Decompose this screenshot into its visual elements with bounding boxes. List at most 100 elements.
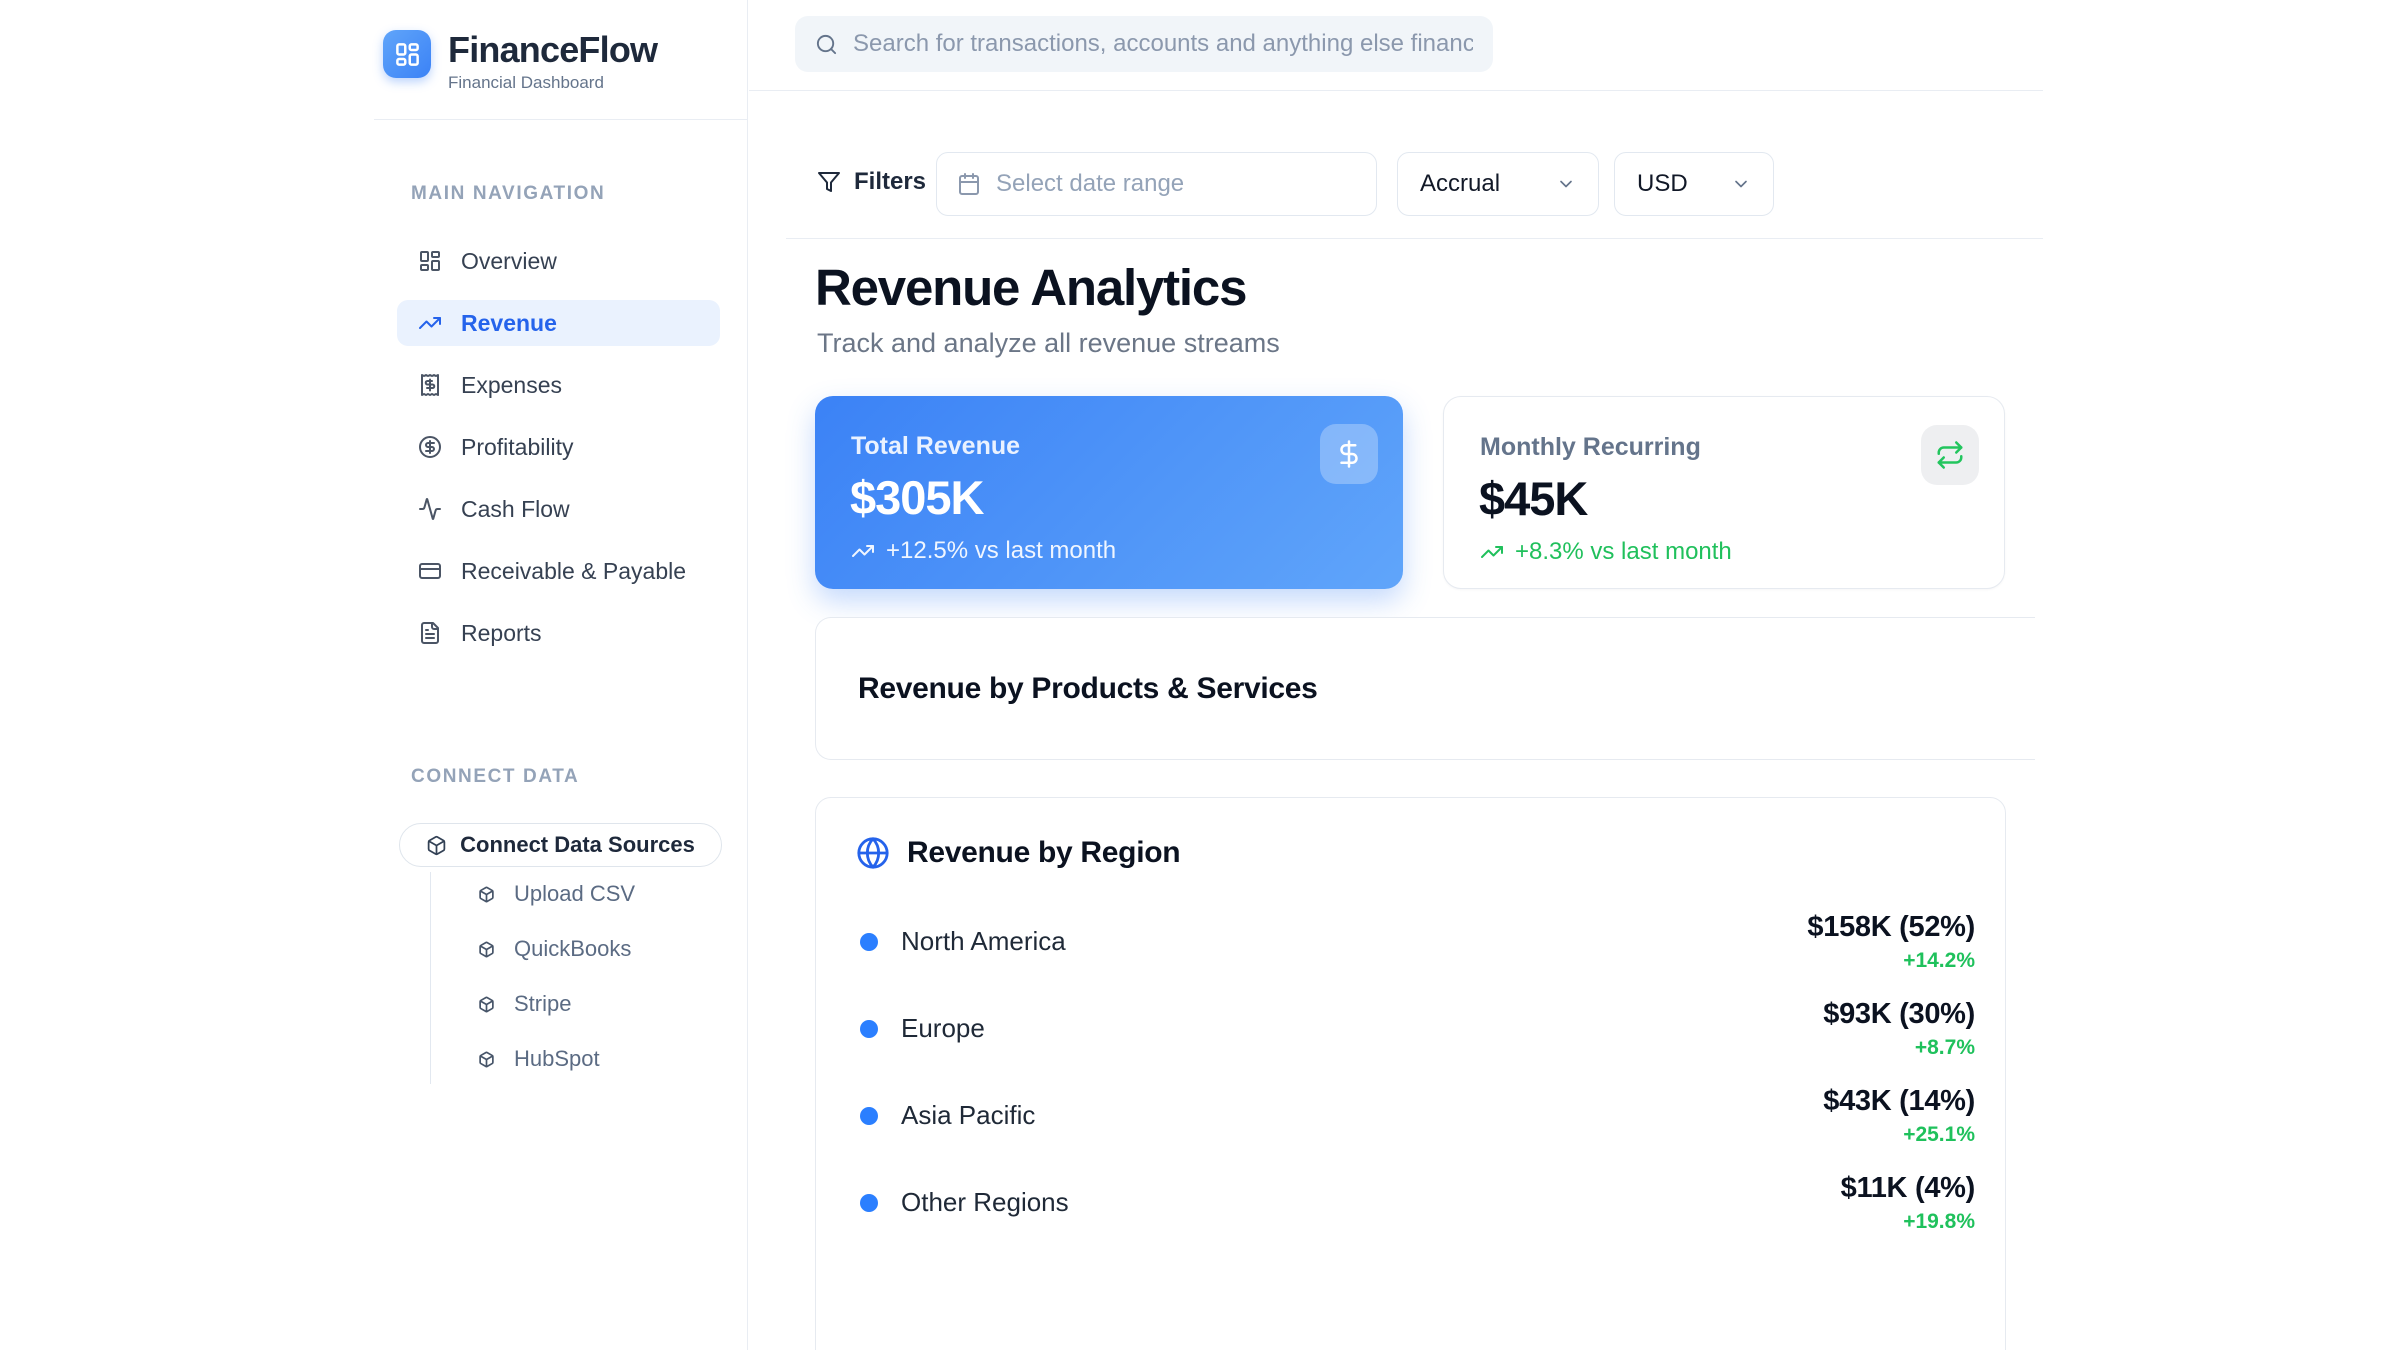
search-input[interactable] [853, 30, 1473, 58]
filters-toggle[interactable]: Filters [817, 168, 926, 196]
region-row-left: Asia Pacific [860, 1100, 1035, 1131]
revenue-by-region-card: Revenue by Region North America $158K (5… [815, 797, 2006, 1350]
region-row-right: $93K (30%) +8.7% [1823, 998, 1975, 1060]
sidebar-item-label: Reports [461, 619, 542, 646]
connect-section-label: CONNECT DATA [411, 766, 580, 787]
layout-dashboard-icon [395, 42, 419, 66]
brand-tagline: Financial Dashboard [448, 72, 604, 92]
metric-label: Total Revenue [851, 432, 1021, 460]
dollar-sign-icon [1320, 424, 1378, 484]
source-item-label: Stripe [514, 991, 572, 1016]
sidebar-item-label: Profitability [461, 433, 574, 460]
sources-tree-line [430, 872, 431, 1084]
date-range-input[interactable] [996, 170, 1356, 198]
currency-select[interactable]: USD [1614, 152, 1774, 216]
filter-funnel-icon [817, 170, 841, 194]
region-dot-icon [860, 1106, 878, 1125]
sidebar-header-divider [374, 119, 747, 120]
source-item-upload-csv[interactable]: Upload CSV [478, 876, 635, 912]
sidebar-item-cash-flow[interactable]: Cash Flow [397, 486, 720, 532]
region-change: +19.8% [1903, 1209, 1975, 1233]
region-change: +8.7% [1914, 1035, 1975, 1059]
sidebar: FinanceFlow Financial Dashboard MAIN NAV… [0, 0, 748, 1350]
region-row-north-america: North America $158K (52%) +14.2% [816, 898, 2005, 985]
region-value: $43K (14%) [1823, 1084, 1975, 1117]
region-change: +14.2% [1903, 948, 1975, 972]
sidebar-item-label: Receivable & Payable [461, 557, 687, 584]
total-revenue-card: Total Revenue $305K +12.5% vs last month [815, 396, 1403, 589]
metric-trend: +12.5% vs last month [851, 537, 1116, 565]
filters-label: Filters [854, 168, 927, 195]
activity-icon [418, 497, 442, 521]
source-item-label: HubSpot [514, 1046, 600, 1071]
data-source-list: Upload CSV QuickBooks Stripe HubSpot [478, 876, 635, 1096]
sidebar-item-revenue[interactable]: Revenue [397, 300, 720, 346]
trending-up-icon [418, 311, 442, 335]
region-row-right: $43K (14%) +25.1% [1823, 1085, 1975, 1147]
repeat-icon [1921, 425, 1979, 485]
box-icon [478, 996, 495, 1013]
region-value: $93K (30%) [1823, 997, 1975, 1030]
accounting-basis-select[interactable]: Accrual [1397, 152, 1599, 216]
brand-logo[interactable]: FinanceFlow Financial Dashboard [383, 30, 658, 93]
connect-data-sources-button[interactable]: Connect Data Sources [399, 823, 722, 867]
metric-value: $45K [1479, 472, 1588, 525]
sidebar-item-receivable-payable[interactable]: Receivable & Payable [397, 548, 720, 594]
region-value: $11K (4%) [1840, 1171, 1976, 1204]
region-row-left: Other Regions [860, 1187, 1069, 1218]
region-name: Other Regions [901, 1187, 1069, 1217]
file-text-icon [418, 621, 442, 645]
region-dot-icon [860, 1193, 878, 1212]
page-subtitle: Track and analyze all revenue streams [817, 328, 1280, 358]
region-row-left: Europe [860, 1013, 985, 1044]
calendar-icon [957, 172, 981, 196]
region-row-right: $11K (4%) +19.8% [1840, 1171, 1976, 1234]
region-row-europe: Europe $93K (30%) +8.7% [816, 985, 2005, 1072]
topbar-divider [749, 90, 2043, 91]
source-item-label: QuickBooks [514, 936, 632, 961]
brand-logo-icon [383, 30, 431, 78]
nav-section-label: MAIN NAVIGATION [411, 183, 606, 204]
region-row-right: $158K (52%) +14.2% [1807, 911, 1975, 973]
source-item-stripe[interactable]: Stripe [478, 986, 635, 1022]
sidebar-item-overview[interactable]: Overview [397, 238, 720, 284]
source-item-quickbooks[interactable]: QuickBooks [478, 931, 635, 967]
metric-change-text: +12.5% vs last month [886, 537, 1117, 564]
sidebar-item-expenses[interactable]: Expenses [397, 362, 720, 408]
region-dot-icon [860, 932, 878, 951]
global-search[interactable] [795, 16, 1493, 72]
trending-up-icon [1480, 540, 1504, 564]
chevron-down-icon [1556, 174, 1576, 194]
globe-icon [856, 836, 890, 870]
region-row-left: North America [860, 926, 1066, 957]
box-icon [478, 1051, 495, 1068]
filters-divider [786, 238, 2043, 239]
region-list: North America $158K (52%) +14.2% Europe … [816, 898, 2005, 1246]
layout-dashboard-icon [418, 249, 442, 273]
chevron-down-icon [1731, 174, 1751, 194]
sidebar-item-label: Expenses [461, 371, 563, 398]
sidebar-item-profitability[interactable]: Profitability [397, 424, 720, 470]
region-name: Europe [901, 1013, 985, 1043]
trending-up-icon [851, 539, 875, 563]
region-change: +25.1% [1903, 1122, 1975, 1146]
region-name: Asia Pacific [901, 1100, 1036, 1130]
receipt-icon [418, 373, 442, 397]
metric-change-text: +8.3% vs last month [1515, 538, 1732, 565]
circle-dollar-icon [418, 435, 442, 459]
page-title: Revenue Analytics [815, 259, 1247, 316]
source-item-label: Upload CSV [514, 881, 636, 906]
date-range-field[interactable] [936, 152, 1377, 216]
source-item-hubspot[interactable]: HubSpot [478, 1041, 635, 1077]
accounting-basis-value: Accrual [1420, 170, 1501, 197]
region-row-other-regions: Other Regions $11K (4%) +19.8% [816, 1159, 2005, 1246]
region-value: $158K (52%) [1807, 910, 1975, 943]
sidebar-item-reports[interactable]: Reports [397, 610, 720, 656]
revenue-by-products-card: Revenue by Products & Services [815, 617, 2035, 760]
sidebar-item-label: Cash Flow [461, 495, 570, 522]
connect-button-label: Connect Data Sources [460, 832, 695, 857]
currency-value: USD [1637, 170, 1688, 197]
region-card-header: Revenue by Region [816, 798, 2005, 870]
metric-trend: +8.3% vs last month [1480, 538, 1732, 566]
